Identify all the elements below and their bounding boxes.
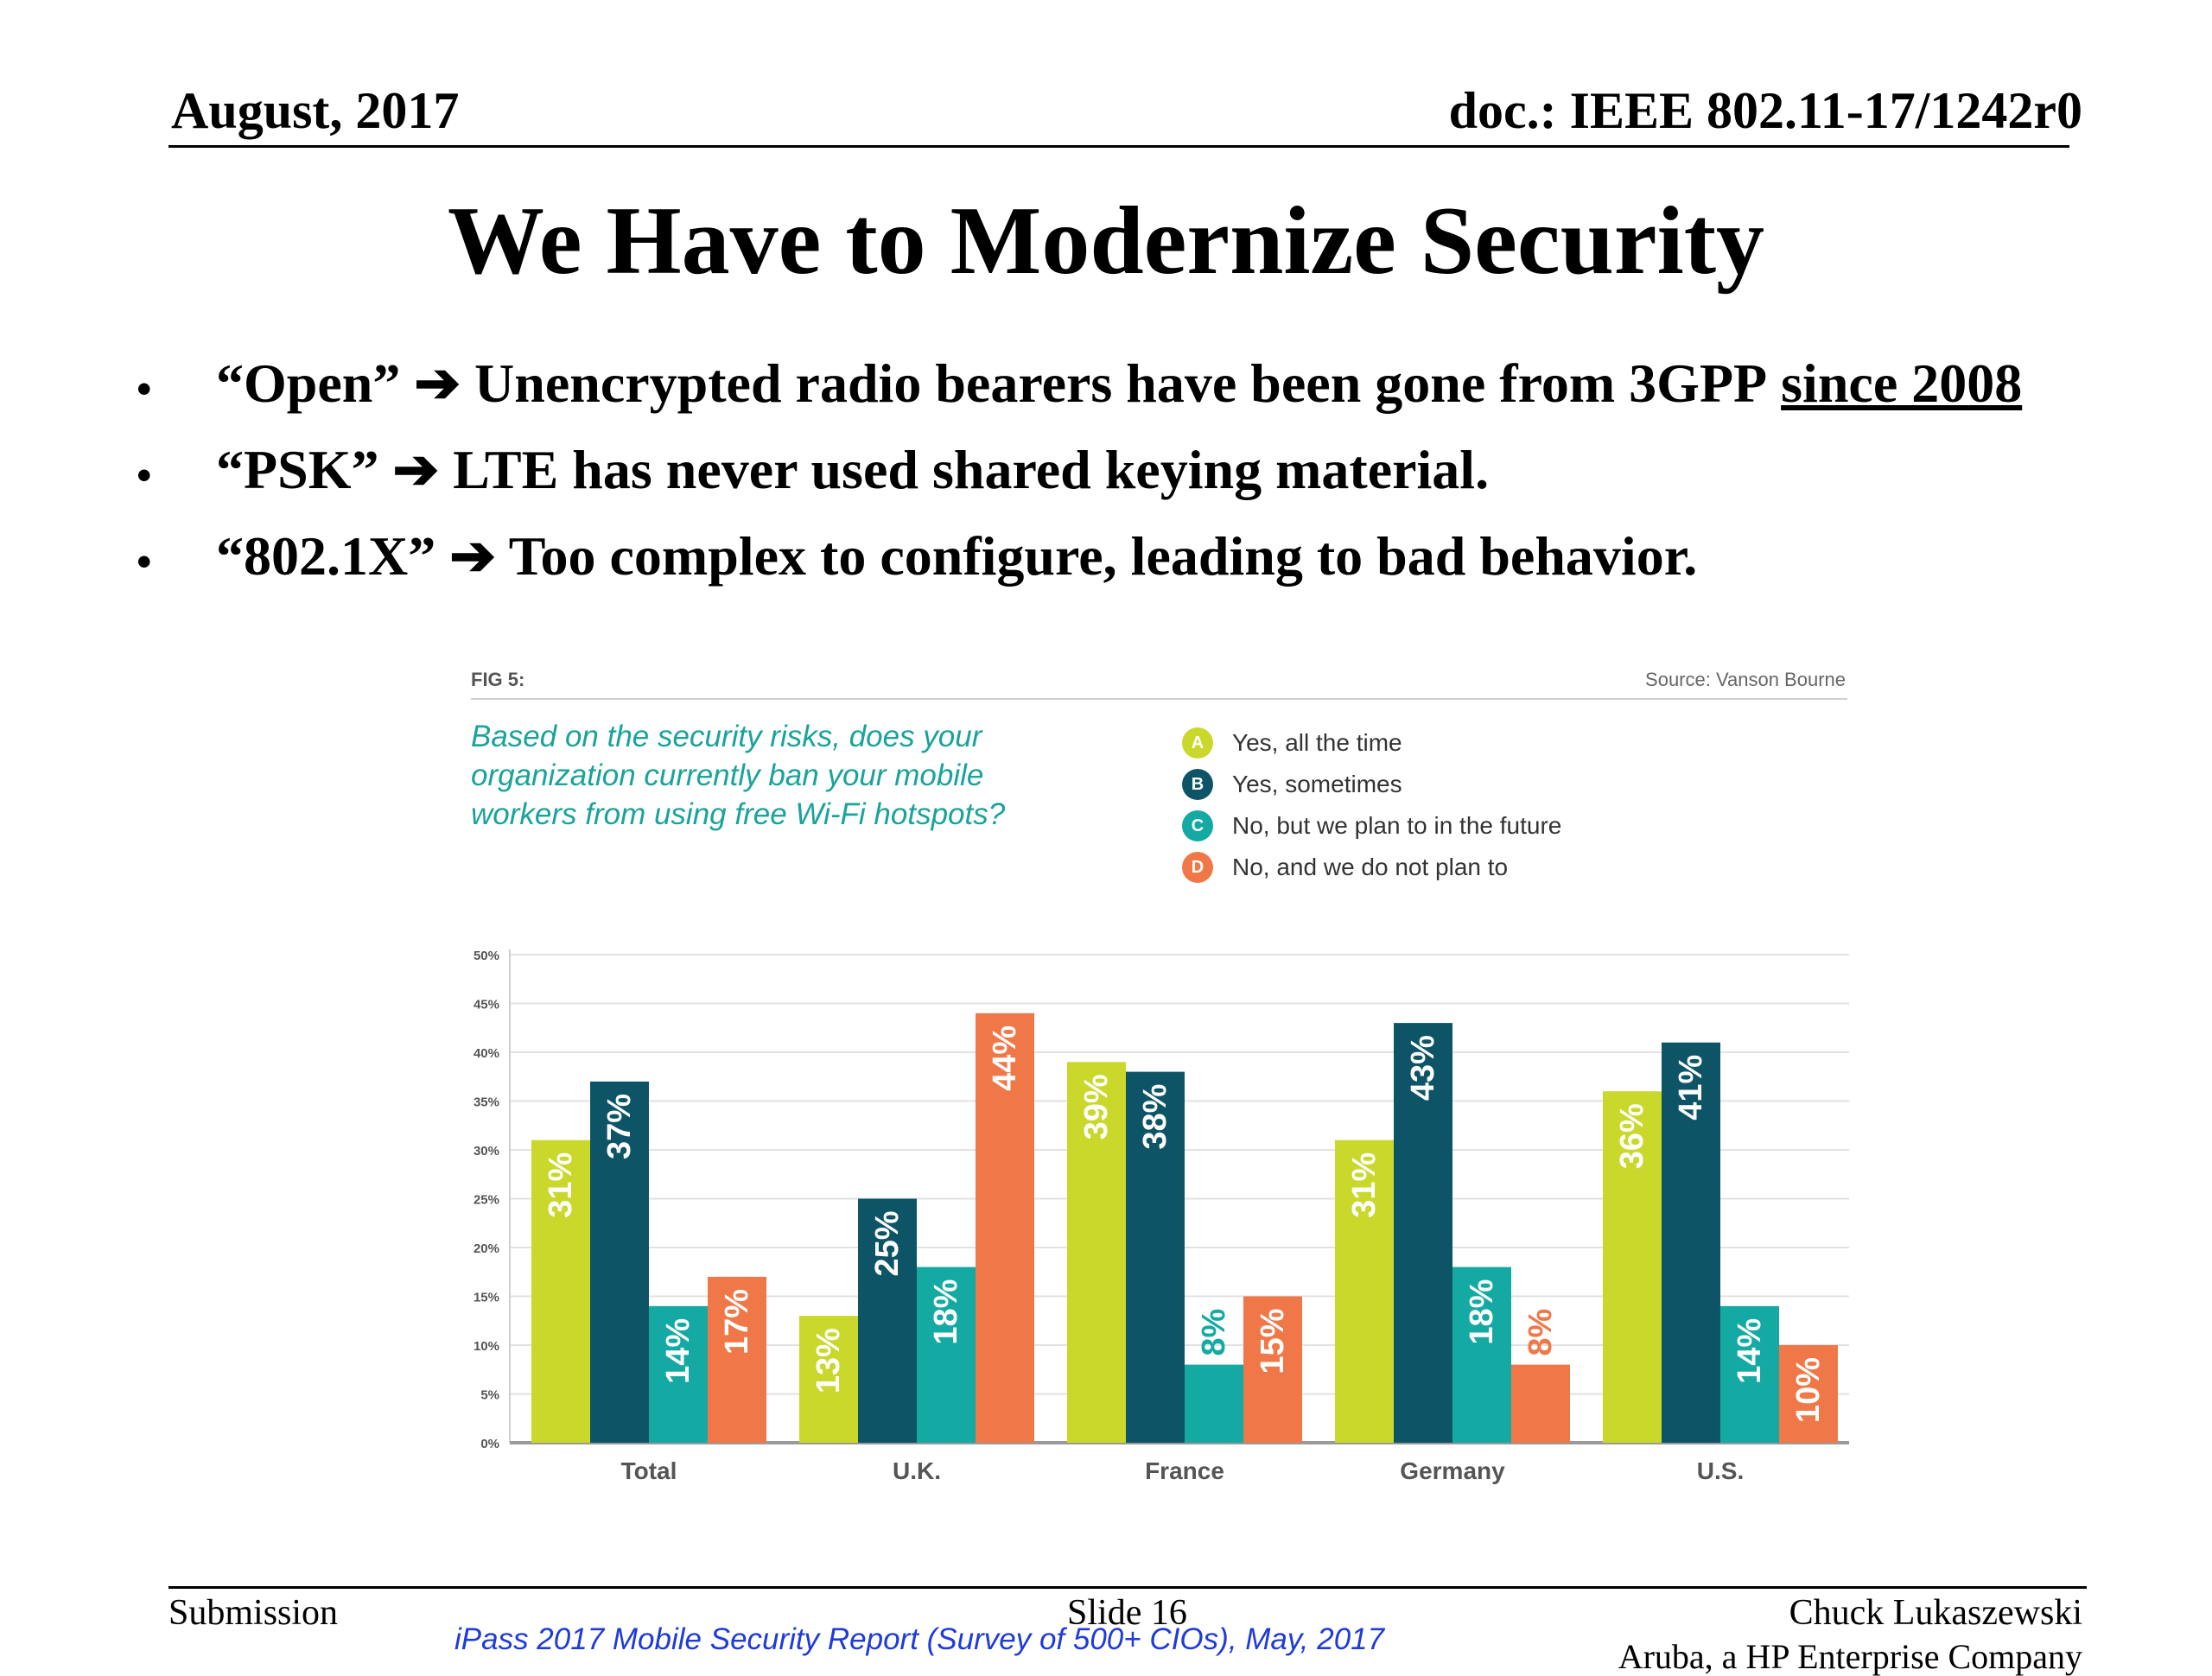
bar (1779, 1345, 1838, 1443)
x-tick-label: U.K. (893, 1457, 941, 1484)
header-rule (168, 145, 2069, 148)
bar (1662, 1042, 1720, 1443)
bullet-psk: • “PSK” ➔ LTE has never used shared keyin… (137, 442, 1489, 498)
bullet-marker: • (137, 365, 152, 414)
bar (1720, 1305, 1779, 1443)
bar (590, 1081, 649, 1443)
figure-divider (471, 698, 1847, 700)
bullet-text: “PSK” ➔ LTE has never used shared keying… (216, 439, 1490, 500)
legend-badge: C (1182, 810, 1213, 841)
bar (1185, 1364, 1243, 1443)
y-tick-label: 20% (474, 1241, 499, 1256)
y-tick-label: 50% (474, 949, 499, 963)
bar (1126, 1071, 1185, 1443)
y-tick-label: 15% (474, 1291, 499, 1305)
data-label: 36% (1614, 1103, 1650, 1169)
y-tick-label: 45% (474, 998, 499, 1013)
bar (799, 1316, 858, 1443)
legend-badge: D (1182, 852, 1213, 883)
data-label: 14% (1732, 1318, 1768, 1384)
figure-label: FIG 5: (471, 669, 525, 690)
bar (1335, 1140, 1394, 1443)
footer-citation: iPass 2017 Mobile Security Report (Surve… (454, 1622, 1385, 1656)
legend-item: B Yes, sometimes (1182, 769, 1402, 803)
bar (531, 1140, 590, 1443)
header-doc-id: doc.: IEEE 802.11-17/1242r0 (1448, 82, 2082, 139)
slide-title: We Have to Modernize Security (447, 187, 1765, 295)
data-label: 14% (660, 1318, 696, 1384)
data-label: 18% (1464, 1279, 1500, 1345)
y-tick-label: 25% (474, 1193, 499, 1208)
legend-item: C No, but we plan to in the future (1182, 810, 1561, 845)
data-label: 10% (1790, 1357, 1827, 1423)
bullet-underlined-text: since 2008 (1781, 352, 2023, 414)
data-label: 31% (543, 1152, 579, 1218)
figure-source: Source: Vanson Bourne (1645, 669, 1846, 690)
bar-chart: 0% 5% 10% 15% 20% 25% 30% 35% 40% 45% 50% 31% 37% 14%… (474, 949, 1849, 1484)
data-label: 17% (719, 1289, 755, 1355)
footer-company: Aruba, a HP Enterprise Company (1618, 1637, 2082, 1676)
data-label: 31% (1346, 1152, 1382, 1218)
x-tick-label: Germany (1400, 1457, 1505, 1484)
data-label: 18% (928, 1279, 964, 1345)
y-tick-label: 5% (480, 1388, 499, 1403)
legend-label: No, but we plan to in the future (1232, 812, 1562, 839)
bullet-text: “Open” ➔ Unencrypted radio bearers have … (216, 352, 1768, 414)
bar (1243, 1296, 1302, 1443)
data-label: 37% (601, 1094, 638, 1159)
data-label: 13% (810, 1328, 847, 1393)
footer-slide-number: Slide 16 (1067, 1593, 1187, 1633)
bar (649, 1305, 708, 1443)
data-label: 41% (1673, 1055, 1709, 1121)
bullet-open: • “Open” ➔ Unencrypted radio bearers have… (137, 356, 2022, 411)
y-tick-label: 0% (480, 1437, 499, 1451)
bullet-marker: • (137, 451, 152, 500)
bar (1511, 1364, 1570, 1443)
bar (1452, 1267, 1511, 1443)
legend-label: Yes, all the time (1232, 729, 1402, 756)
x-tick-label: France (1145, 1457, 1224, 1484)
bar (858, 1198, 917, 1443)
data-label: 43% (1405, 1035, 1441, 1101)
bar (1394, 1023, 1452, 1443)
bar (1067, 1062, 1126, 1443)
y-tick-label: 35% (474, 1095, 499, 1110)
legend-badge: B (1182, 769, 1213, 800)
data-label: 15% (1255, 1309, 1291, 1374)
legend-badge: A (1182, 727, 1213, 759)
legend-item: D No, and we do not plan to (1182, 852, 1508, 886)
data-label: 8% (1522, 1309, 1559, 1356)
bar (708, 1276, 766, 1443)
y-tick-label: 30% (474, 1144, 499, 1159)
bar (1603, 1091, 1662, 1443)
legend-item: A Yes, all the time (1182, 727, 1402, 762)
y-tick-label: 10% (474, 1339, 499, 1354)
y-tick-label: 40% (474, 1046, 499, 1061)
bar (917, 1267, 976, 1443)
data-label: 38% (1137, 1084, 1173, 1150)
footer-author: Chuck Lukaszewski (1789, 1593, 2082, 1633)
figure-question: Based on the security risks, does your o… (471, 720, 1006, 831)
x-tick-label: U.S. (1697, 1457, 1744, 1484)
data-label: 44% (987, 1025, 1023, 1091)
footer-submission: Submission (168, 1593, 339, 1633)
legend-label: No, and we do not plan to (1232, 854, 1509, 880)
x-tick-label: Total (621, 1457, 677, 1484)
data-label: 39% (1078, 1074, 1115, 1140)
data-label: 25% (869, 1211, 906, 1277)
bullet-marker: • (137, 537, 152, 587)
legend-label: Yes, sometimes (1232, 771, 1402, 797)
data-label: 8% (1196, 1309, 1232, 1356)
header-date: August, 2017 (171, 82, 460, 139)
bar (976, 1013, 1034, 1443)
bullet-8021x: • “802.1X” ➔ Too complex to configure, le… (137, 529, 1697, 584)
footer-rule (168, 1586, 2087, 1589)
bullet-text: “802.1X” ➔ Too complex to configure, lea… (216, 525, 1698, 587)
